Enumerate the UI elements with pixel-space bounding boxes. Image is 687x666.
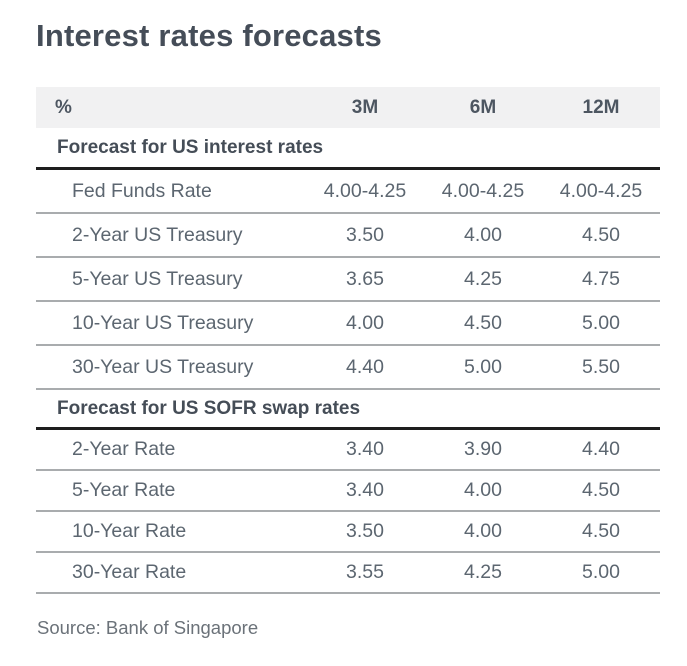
value-3m: 4.00 [346,311,384,334]
value-3m: 3.50 [346,223,384,246]
table-row-2y-us-treasury: 2-Year US Treasury 3.50 4.00 4.50 [36,214,660,258]
unit-header: % [55,96,72,118]
value-3m: 3.55 [346,561,384,583]
table-row-fed-funds-rate: Fed Funds Rate 4.00-4.25 4.00-4.25 4.00-… [36,170,660,214]
section-heading-us-sofr-swap-rates: Forecast for US SOFR swap rates [36,390,660,430]
table-header-row: % 3M 6M 12M [36,87,660,128]
row-label: 30-Year Rate [72,561,187,583]
value-6m: 4.00-4.25 [441,179,525,202]
value-6m: 4.50 [464,311,502,334]
value-6m: 4.00 [464,520,502,542]
table-row-30y-sofr-rate: 30-Year Rate 3.55 4.25 5.00 [36,553,660,594]
row-label: 10-Year Rate [72,520,187,542]
value-3m: 3.40 [346,438,384,460]
column-header-12m: 12M [582,96,620,118]
table-row-10y-sofr-rate: 10-Year Rate 3.50 4.00 4.50 [36,512,660,553]
value-12m: 4.50 [582,223,620,246]
table-row-5y-us-treasury: 5-Year US Treasury 3.65 4.25 4.75 [36,258,660,302]
value-6m: 4.25 [464,267,502,290]
table-row-10y-us-treasury: 10-Year US Treasury 4.00 4.50 5.00 [36,302,660,346]
value-12m: 4.75 [582,267,620,290]
value-3m: 4.40 [346,355,384,378]
value-12m: 5.00 [582,561,620,583]
value-3m: 3.65 [346,267,384,290]
section-heading-label: Forecast for US SOFR swap rates [57,397,361,419]
column-header-6m: 6M [469,96,497,118]
page-title: Interest rates forecasts [36,18,382,53]
source-note: Source: Bank of Singapore [37,617,259,638]
value-6m: 4.00 [464,479,502,501]
row-label: 2-Year Rate [72,438,176,460]
value-12m: 4.00-4.25 [559,179,643,202]
row-label: 30-Year US Treasury [72,355,254,378]
value-3m: 3.50 [346,520,384,542]
value-12m: 5.00 [582,311,620,334]
row-label: 2-Year US Treasury [72,223,243,246]
forecast-table: % 3M 6M 12M Forecast for US interest rat… [36,87,660,594]
row-label: 5-Year US Treasury [72,267,243,290]
value-12m: 4.50 [582,520,620,542]
row-label: 10-Year US Treasury [72,311,254,334]
value-3m: 4.00-4.25 [323,179,407,202]
section-heading-us-interest-rates: Forecast for US interest rates [36,128,660,170]
row-label: Fed Funds Rate [72,179,212,202]
column-header-3m: 3M [351,96,379,118]
value-6m: 5.00 [464,355,502,378]
value-12m: 4.40 [582,438,620,460]
row-label: 5-Year Rate [72,479,176,501]
value-6m: 4.25 [464,561,502,583]
table-row-30y-us-treasury: 30-Year US Treasury 4.40 5.00 5.50 [36,346,660,390]
value-6m: 4.00 [464,223,502,246]
value-12m: 5.50 [582,355,620,378]
value-6m: 3.90 [464,438,502,460]
value-12m: 4.50 [582,479,620,501]
value-3m: 3.40 [346,479,384,501]
section-heading-label: Forecast for US interest rates [57,136,324,158]
table-row-5y-sofr-rate: 5-Year Rate 3.40 4.00 4.50 [36,471,660,512]
table-row-2y-sofr-rate: 2-Year Rate 3.40 3.90 4.40 [36,430,660,471]
